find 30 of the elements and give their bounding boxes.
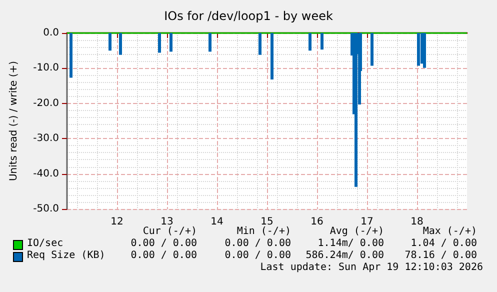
chart-title: IOs for /dev/loop1 - by week [164, 9, 333, 23]
text: 1.14m/ 0.00 [318, 238, 384, 249]
x-tick-label: 13 [160, 216, 174, 228]
text: Min (-/+) [236, 226, 291, 237]
y-axis-title: Units read (-) / write (+) [8, 60, 20, 182]
y-tick-label: -50.0 [33, 204, 59, 214]
x-tick-label: 16 [310, 216, 324, 228]
text: 78.16 / 0.00 [404, 250, 477, 261]
text: Max (-/+) [422, 226, 477, 237]
legend-label: IO/sec [27, 238, 64, 249]
text: 0.00 / 0.00 [224, 250, 291, 261]
text: 0.00 / 0.00 [130, 238, 197, 249]
text: Avg (-/+) [330, 226, 384, 237]
text: 0.00 / 0.00 [130, 250, 197, 261]
y-tick-label: -30.0 [33, 133, 59, 144]
text: 1.04 / 0.00 [410, 238, 477, 249]
text: 586.24m/ 0.00 [306, 250, 384, 261]
x-tick-label: 18 [410, 216, 424, 228]
y-tick-label: -10.0 [33, 62, 59, 74]
x-tick-label: 15 [260, 216, 274, 228]
x-tick-label: 17 [360, 216, 374, 228]
y-tick-label: -40.0 [33, 168, 59, 180]
x-tick-label: 12 [110, 216, 124, 228]
legend-label: Req Size (KB) [27, 250, 106, 261]
x-tick-label: 14 [210, 216, 224, 228]
text: Last update: Sun Apr 19 12:10:03 2026 [260, 262, 483, 273]
text: 0.00 / 0.00 [224, 238, 291, 249]
y-tick-label: -20.0 [33, 98, 59, 109]
y-tick-label: 0.0 [43, 28, 59, 38]
text: Cur (-/+) [142, 226, 197, 237]
